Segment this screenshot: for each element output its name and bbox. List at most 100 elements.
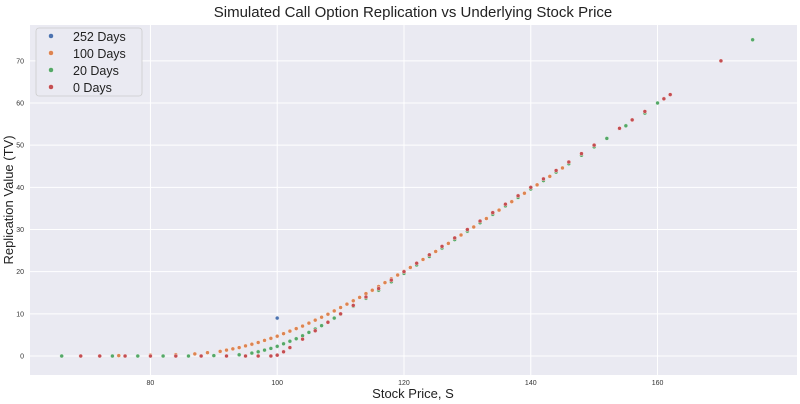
legend-marker — [48, 33, 54, 39]
data-point — [439, 244, 445, 249]
data-point — [325, 312, 331, 317]
x-tick-labels: 80 100 120 140 160 — [147, 380, 664, 387]
data-point — [300, 336, 305, 342]
y-tick-label: 0 — [20, 354, 24, 361]
data-point — [173, 353, 178, 359]
data-point — [579, 151, 584, 156]
data-point — [503, 202, 508, 207]
data-point — [211, 353, 217, 358]
y-tick-label: 30 — [16, 227, 24, 234]
y-tick-labels: 0 10 20 30 40 50 60 70 — [16, 58, 24, 360]
data-point — [230, 346, 236, 352]
data-point — [205, 350, 210, 355]
data-point — [287, 339, 293, 344]
data-point — [351, 298, 356, 303]
data-point — [382, 280, 388, 285]
data-point — [217, 349, 223, 354]
data-point — [547, 174, 552, 179]
y-tick-label: 40 — [16, 185, 24, 192]
data-point — [389, 277, 394, 283]
data-point — [458, 232, 464, 238]
data-point — [160, 353, 166, 359]
data-point — [148, 353, 153, 359]
legend-label: 100 Days — [73, 47, 126, 61]
data-point — [59, 353, 64, 359]
data-point — [338, 311, 343, 317]
data-point — [718, 58, 724, 64]
legend-marker — [48, 50, 54, 56]
data-point — [268, 353, 274, 359]
data-point — [262, 338, 267, 343]
x-axis-label: Stock Price, S — [372, 386, 454, 401]
data-point — [306, 320, 312, 326]
data-point — [192, 351, 198, 357]
data-point — [97, 353, 102, 359]
data-point — [268, 336, 274, 341]
data-point — [604, 136, 610, 141]
data-point — [281, 341, 286, 346]
data-point — [496, 207, 502, 213]
data-point — [294, 326, 299, 331]
data-point — [186, 353, 191, 359]
data-point — [249, 342, 255, 347]
data-point — [338, 305, 343, 310]
data-point — [617, 126, 622, 131]
x-tick-label: 120 — [398, 380, 410, 387]
x-tick-label: 160 — [652, 380, 664, 387]
y-tick-label: 10 — [16, 311, 24, 318]
data-point — [332, 308, 337, 314]
data-point — [236, 352, 242, 357]
data-point — [566, 159, 572, 165]
data-point — [306, 330, 312, 335]
data-point — [465, 227, 470, 232]
data-point — [122, 353, 128, 359]
data-point — [287, 328, 293, 334]
data-point — [275, 352, 280, 358]
data-point — [509, 199, 514, 204]
data-point — [357, 295, 362, 300]
data-point — [224, 353, 229, 359]
data-point — [534, 182, 540, 188]
data-point — [319, 323, 324, 328]
y-tick-label: 60 — [16, 101, 24, 108]
legend-marker — [48, 67, 54, 73]
data-point — [255, 340, 261, 345]
data-point — [414, 261, 419, 266]
data-point — [313, 328, 318, 333]
data-point — [560, 165, 565, 171]
data-point — [249, 350, 255, 356]
y-tick-label: 70 — [16, 58, 24, 65]
x-tick-label: 80 — [147, 380, 155, 387]
x-tick-label: 140 — [525, 380, 537, 387]
data-point — [541, 176, 546, 182]
data-point — [351, 303, 356, 308]
data-point — [363, 294, 369, 300]
legend-label: 252 Days — [73, 30, 126, 44]
data-point — [262, 347, 267, 353]
grid-lines — [30, 25, 797, 375]
data-point — [370, 288, 375, 293]
y-tick-label: 50 — [16, 143, 24, 150]
x-tick-label: 100 — [271, 380, 283, 387]
series-3 — [78, 58, 724, 359]
data-point — [275, 344, 280, 349]
y-tick-label: 20 — [16, 269, 24, 276]
plot-area — [30, 25, 797, 375]
data-point — [294, 336, 299, 341]
data-point — [319, 315, 324, 320]
data-point — [281, 331, 286, 336]
chart-title: Simulated Call Option Replication vs Und… — [214, 4, 613, 21]
data-points — [59, 37, 755, 359]
data-point — [401, 269, 407, 274]
data-point — [116, 353, 121, 358]
series-0 — [275, 315, 280, 321]
data-point — [236, 345, 242, 350]
legend-frame — [35, 27, 143, 97]
data-point — [198, 353, 204, 359]
legend-marker — [48, 84, 54, 90]
data-point — [408, 265, 413, 270]
data-point — [661, 96, 667, 101]
data-point — [275, 315, 280, 321]
data-point — [452, 235, 457, 241]
